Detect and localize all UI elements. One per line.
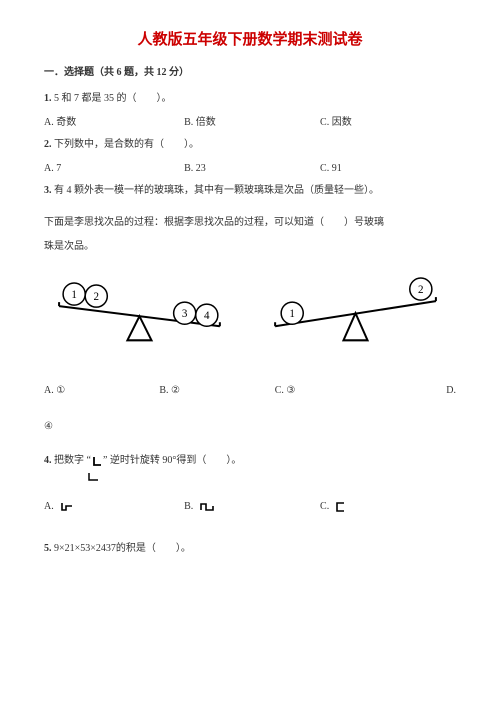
q2-number: 2. <box>44 139 52 150</box>
q5-stem: 5. 9×21×53×2437的积是（ ）。 <box>44 538 456 560</box>
q4-opt-c: C. <box>320 496 456 518</box>
q3-stem-line3: 珠是次品。 <box>44 236 456 258</box>
q4-shape-b <box>199 501 215 513</box>
q2-opt-b: B. 23 <box>184 158 320 180</box>
q4-opt-c-label: C. <box>320 496 329 518</box>
q3-opt-d-below: ④ <box>44 416 456 438</box>
q1-text: 5 和 7 都是 35 的（ ）。 <box>52 93 172 104</box>
q3-text1: 有 4 颗外表一模一样的玻璃珠，其中有一颗玻璃珠是次品（质量轻一些）。 <box>52 185 380 196</box>
q2-options: A. 7 B. 23 C. 91 <box>44 158 456 180</box>
q4-opt-b: B. <box>184 496 320 518</box>
svg-text:1: 1 <box>289 308 295 320</box>
q2-opt-c: C. 91 <box>320 158 456 180</box>
q3-number: 3. <box>44 185 52 196</box>
q1-opt-a: A. 奇数 <box>44 112 184 134</box>
q1-number: 1. <box>44 93 52 104</box>
q1-options: A. 奇数 B. 倍数 C. 因数 <box>44 112 456 134</box>
q4-opt-b-label: B. <box>184 496 193 518</box>
q3-stem-line1: 3. 有 4 颗外表一模一样的玻璃珠，其中有一颗玻璃珠是次品（质量轻一些）。 <box>44 180 456 202</box>
q4-number: 4. <box>44 455 52 466</box>
seesaw-diagram: 1 2 3 4 1 2 <box>44 276 456 366</box>
svg-text:4: 4 <box>204 310 210 322</box>
page-title: 人教版五年级下册数学期末测试卷 <box>44 28 456 49</box>
svg-text:2: 2 <box>418 284 424 296</box>
q3-opt-d: D. <box>390 380 456 402</box>
q1-stem: 1. 5 和 7 都是 35 的（ ）。 <box>44 88 456 110</box>
q1-opt-b: B. 倍数 <box>184 112 320 134</box>
q3-opt-a: A. ① <box>44 380 159 402</box>
q2-text: 下列数中，是合数的有（ ）。 <box>52 139 200 150</box>
q5-text: 9×21×53×2437的积是（ ）。 <box>52 543 191 554</box>
svg-text:3: 3 <box>182 308 188 320</box>
q4-text-before: 把数字 “ <box>52 455 91 466</box>
q5-number: 5. <box>44 543 52 554</box>
q4-shape-a <box>60 501 74 513</box>
q4-original-shape <box>91 455 103 467</box>
q4-opt-a: A. <box>44 496 184 518</box>
svg-text:1: 1 <box>71 289 77 301</box>
q4-opt-a-label: A. <box>44 496 54 518</box>
q3-opt-c: C. ③ <box>275 380 390 402</box>
section-heading: 一．选择题（共 6 题，共 12 分） <box>44 63 456 78</box>
q4-stem: 4. 把数字 “ ” 逆时针旋转 90°得到（ ）。 <box>44 450 456 472</box>
q3-opt-b: B. ② <box>159 380 274 402</box>
svg-text:2: 2 <box>93 291 99 303</box>
q4-options: A. B. C. <box>44 496 456 518</box>
q3-stem-line2: 下面是李思找次品的过程：根据李思找次品的过程，可以知道（ ）号玻璃 <box>44 212 456 234</box>
q1-opt-c: C. 因数 <box>320 112 456 134</box>
q4-shape-c <box>335 501 347 513</box>
q2-opt-a: A. 7 <box>44 158 184 180</box>
q2-stem: 2. 下列数中，是合数的有（ ）。 <box>44 134 456 156</box>
q4-text-after: ” 逆时针旋转 90°得到（ ）。 <box>103 455 241 466</box>
q3-options: A. ① B. ② C. ③ D. <box>44 380 456 402</box>
q4-stem-fragment <box>88 472 456 482</box>
